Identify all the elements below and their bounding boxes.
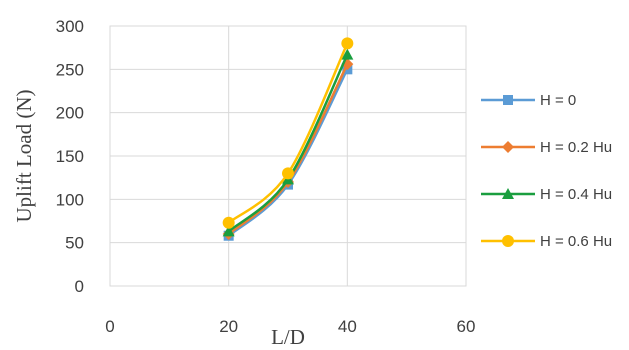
y-tick-label: 50 bbox=[65, 234, 84, 253]
data-point bbox=[282, 167, 294, 180]
legend-item: H = 0.4 Hu bbox=[481, 186, 612, 203]
series-group bbox=[222, 37, 354, 229]
y-axis-title: Uplift Load (N) bbox=[12, 90, 36, 223]
legend-marker bbox=[502, 141, 514, 153]
y-tick-label: 100 bbox=[56, 190, 84, 209]
data-point bbox=[341, 37, 354, 50]
x-tick-label: 0 bbox=[105, 317, 114, 336]
series-layer bbox=[222, 37, 354, 241]
legend-label: H = 0.4 Hu bbox=[540, 186, 612, 203]
legend-label: H = 0.2 Hu bbox=[540, 139, 612, 156]
y-tick-label: 150 bbox=[56, 147, 84, 166]
legend-label: H = 0.6 Hu bbox=[540, 233, 612, 250]
legend-marker bbox=[502, 188, 514, 199]
x-axis-ticks: 0 20 40 60 bbox=[105, 317, 475, 336]
legend-item: H = 0.2 Hu bbox=[481, 139, 612, 156]
x-tick-label: 40 bbox=[338, 317, 357, 336]
y-tick-label: 200 bbox=[56, 104, 84, 123]
legend-item: H = 0 bbox=[481, 92, 576, 109]
data-point bbox=[222, 216, 235, 229]
x-tick-label: 60 bbox=[457, 317, 476, 336]
x-tick-label: 20 bbox=[219, 317, 238, 336]
data-point bbox=[341, 48, 354, 60]
data-point bbox=[222, 225, 235, 237]
legend-marker bbox=[503, 95, 513, 105]
y-tick-label: 300 bbox=[56, 17, 84, 36]
y-tick-label: 250 bbox=[56, 60, 84, 79]
legend-label: H = 0 bbox=[540, 92, 576, 109]
legend-item: H = 0.6 Hu bbox=[481, 233, 612, 250]
x-axis-title: L/D bbox=[271, 325, 305, 349]
y-axis-ticks: 0 50 100 150 200 250 300 bbox=[56, 17, 84, 296]
grid-lines bbox=[109, 25, 467, 287]
legend-marker bbox=[502, 235, 514, 247]
y-tick-label: 0 bbox=[75, 277, 84, 296]
legend: H = 0 H = 0.2 Hu H = 0.4 Hu H = 0.6 Hu bbox=[481, 92, 612, 250]
